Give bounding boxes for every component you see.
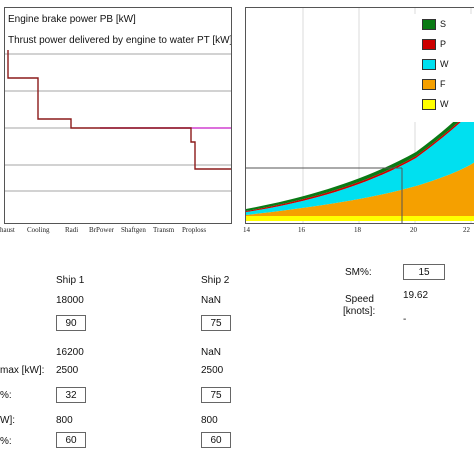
- legend-label: W: [440, 59, 449, 69]
- area-yellow: [246, 216, 474, 221]
- ship1-header: Ship 1: [56, 275, 85, 286]
- ship2-input[interactable]: 75: [201, 387, 231, 403]
- ship-parameters-form: Ship 1 Ship 2 SM%: 15 Speed [knots]: 19.…: [0, 255, 474, 474]
- ship2-input[interactable]: 75: [201, 315, 231, 331]
- legend-label: S: [440, 19, 447, 29]
- brake-power-line: [7, 50, 231, 170]
- x-tick: 16: [298, 226, 305, 234]
- legend-item: W: [422, 58, 449, 70]
- category-tick: Shaftgen: [121, 226, 146, 234]
- category-tick: Cooling: [27, 226, 50, 234]
- speed-label-line2: [knots]:: [343, 306, 376, 317]
- x-tick: 18: [354, 226, 361, 234]
- ship1-value: 800: [56, 415, 73, 426]
- row-label: %:: [0, 390, 12, 401]
- speed-dash: -: [403, 314, 407, 325]
- ship2-value: 800: [201, 415, 218, 426]
- ship2-value: NaN: [201, 347, 222, 358]
- sm-label: SM%:: [345, 267, 372, 278]
- category-tick: Transm: [153, 226, 175, 234]
- area-orange: [246, 162, 474, 216]
- legend-thrust-power: Thrust power delivered by engine to wate…: [8, 35, 232, 46]
- legend-item: S: [422, 18, 446, 30]
- ship1-input[interactable]: 60: [56, 432, 86, 448]
- category-tick: Proploss: [182, 226, 207, 234]
- legend-label: F: [440, 79, 446, 89]
- ship1-value: 2500: [56, 365, 79, 376]
- legend-swatch: [422, 58, 436, 70]
- x-tick: 22: [463, 226, 470, 234]
- legend-swatch: [422, 98, 436, 110]
- power-breakdown-chart: Engine brake power PB [kW] Thrust power …: [4, 7, 232, 224]
- gridlines: [5, 53, 231, 192]
- category-tick: haust: [0, 226, 15, 234]
- legend-brake-power: Engine brake power PB [kW]: [8, 14, 136, 25]
- ship2-header: Ship 2: [201, 275, 230, 286]
- category-tick: BrPower: [89, 226, 114, 234]
- ship1-input[interactable]: 90: [56, 315, 86, 331]
- x-tick: 14: [243, 226, 250, 234]
- ship2-value: NaN: [201, 295, 222, 306]
- legend-item: P: [422, 38, 446, 50]
- power-breakdown-plot: [5, 50, 231, 192]
- speed-label-line1: Speed: [345, 294, 374, 305]
- legend-label: P: [440, 39, 447, 49]
- legend-item: W: [422, 98, 449, 110]
- ship1-value: 18000: [56, 295, 84, 306]
- legend-label: W: [440, 99, 449, 109]
- legend-swatch: [422, 18, 436, 30]
- ship1-value: 16200: [56, 347, 84, 358]
- legend-swatch: [422, 38, 436, 50]
- right-legend: S P W F W: [414, 14, 474, 122]
- legend-swatch: [422, 78, 436, 90]
- area-cyan: [246, 109, 474, 215]
- sm-input[interactable]: 15: [403, 264, 445, 280]
- category-tick: Radi: [65, 226, 79, 234]
- row-label: max [kW]:: [0, 365, 45, 376]
- ship1-input[interactable]: 32: [56, 387, 86, 403]
- ship2-value: 2500: [201, 365, 224, 376]
- x-tick: 20: [410, 226, 417, 234]
- ship2-input[interactable]: 60: [201, 432, 231, 448]
- legend-item: F: [422, 78, 446, 90]
- row-label: W]:: [0, 415, 15, 426]
- speed-value: 19.62: [403, 290, 429, 301]
- row-label: %:: [0, 436, 12, 447]
